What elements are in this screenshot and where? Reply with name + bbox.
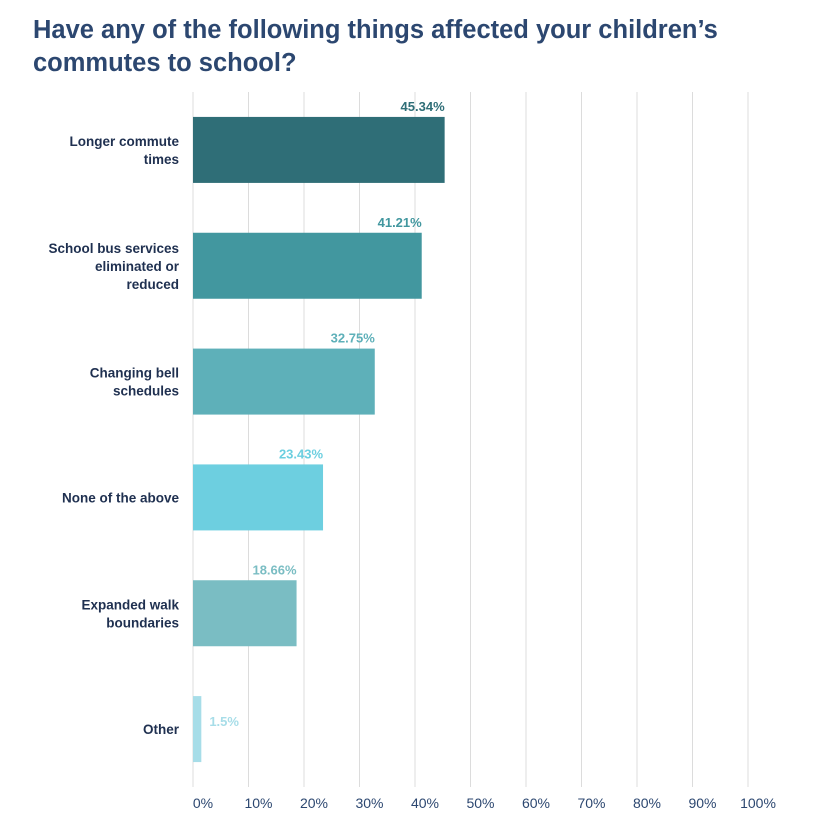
bar: [193, 464, 324, 531]
bar-value-label: 32.75%: [331, 331, 376, 346]
x-tick-label: 0%: [193, 795, 213, 811]
x-tick-label: 100%: [740, 795, 776, 811]
bar: [193, 696, 202, 763]
bar: [193, 580, 297, 647]
bars: 45.34% Longer commute times 41.21% School bu…: [48, 99, 446, 763]
x-tick-label: 10%: [244, 795, 272, 811]
x-tick-label: 40%: [411, 795, 439, 811]
x-tick-label: 50%: [466, 795, 494, 811]
x-axis-ticks: 0% 10% 20% 30% 40% 50% 60% 70% 80% 90% 100%: [193, 795, 776, 811]
category-label: School bus services eliminated or reduced: [48, 241, 179, 292]
category-label-line: Other: [143, 722, 180, 737]
category-label: Longer commute times: [69, 134, 179, 167]
bar: [193, 232, 422, 299]
bar: [193, 348, 375, 415]
category-label: Expanded walk boundaries: [81, 597, 179, 630]
gridlines: [192, 92, 749, 787]
category-label: Changing bell schedules: [90, 366, 179, 399]
category-label: None of the above: [62, 490, 180, 505]
category-label-line: schedules: [113, 384, 179, 399]
bar-value-label: 1.5%: [209, 714, 239, 729]
bar-value-label: 41.21%: [378, 215, 423, 230]
bar-value-label: 45.34%: [401, 99, 446, 114]
chart-title: Have any of the following things affecte…: [33, 16, 718, 77]
category-label-line: None of the above: [62, 490, 180, 505]
category-label-line: School bus services: [48, 241, 179, 256]
category-label-line: boundaries: [106, 615, 179, 630]
bar: [193, 116, 445, 183]
category-label: Other: [143, 722, 180, 737]
category-label-line: Longer commute: [69, 134, 179, 149]
category-label-line: Changing bell: [90, 366, 179, 381]
x-tick-label: 20%: [300, 795, 328, 811]
category-label-line: Expanded walk: [81, 597, 179, 612]
bar-value-label: 23.43%: [279, 446, 324, 461]
category-label-line: eliminated or: [95, 259, 180, 274]
category-label-line: reduced: [126, 277, 179, 292]
x-tick-label: 90%: [688, 795, 716, 811]
category-label-line: times: [144, 152, 179, 167]
x-tick-label: 60%: [522, 795, 550, 811]
x-tick-label: 80%: [633, 795, 661, 811]
x-tick-label: 70%: [577, 795, 605, 811]
x-tick-label: 30%: [355, 795, 383, 811]
bar-value-label: 18.66%: [252, 562, 297, 577]
